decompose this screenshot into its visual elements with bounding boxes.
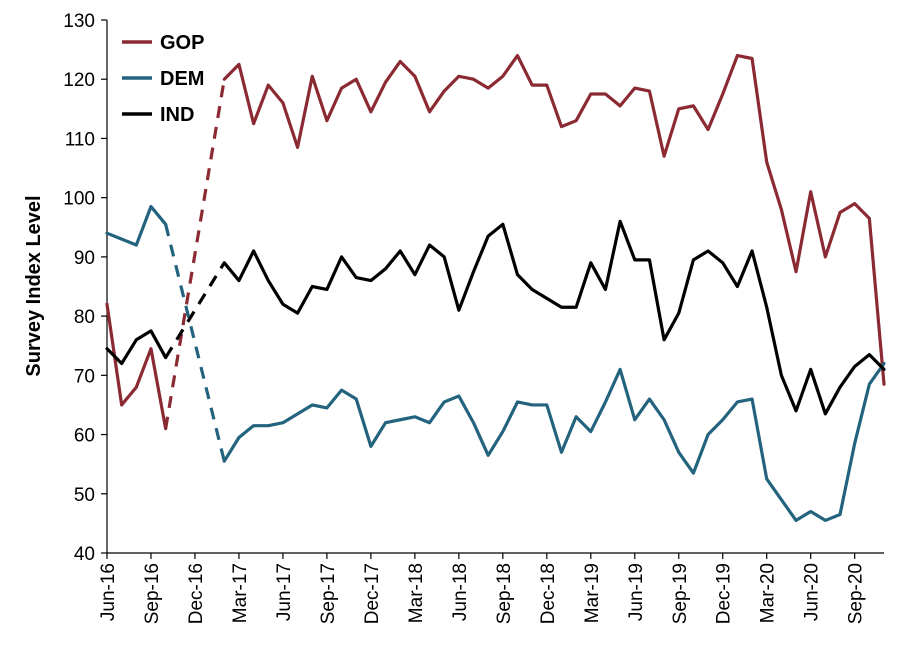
- series-gap-dashed-ind: [164, 261, 226, 359]
- x-tick-label: Jun-18: [450, 563, 471, 621]
- series-ind: [105, 219, 886, 416]
- series-line-dem: [105, 204, 168, 247]
- y-tick-label: 90: [74, 248, 95, 269]
- y-axis-label: Survey Index Level: [23, 195, 45, 376]
- x-tick-label: Mar-20: [758, 563, 779, 623]
- y-tick-label: 40: [74, 544, 95, 565]
- series-layer: [105, 53, 886, 523]
- x-tick-label: Dec-16: [186, 563, 207, 624]
- x-tick-label: Jun-19: [626, 563, 647, 621]
- series-line-ind: [105, 329, 168, 366]
- legend-label-dem: DEM: [160, 68, 204, 90]
- series-line-dem: [222, 361, 886, 523]
- x-tick-label: Dec-18: [538, 563, 559, 624]
- series-gap-dashed-gop: [164, 78, 226, 429]
- legend: GOP DEM IND: [122, 32, 204, 126]
- legend-label-ind: IND: [160, 104, 194, 126]
- x-tick-label: Dec-19: [714, 563, 735, 624]
- y-tick-label: 60: [74, 426, 95, 447]
- x-tick-label: Sep-18: [494, 563, 515, 624]
- series-line-gop: [222, 53, 886, 386]
- x-tick-label: Sep-17: [318, 563, 339, 624]
- y-tick-label: 110: [65, 129, 95, 150]
- legend-label-gop: GOP: [160, 32, 204, 54]
- series-gop: [105, 53, 886, 431]
- axes: 40 50 60 70 80 90 100 110 120 130 Jun-16 Sep-16 Dec-…: [63, 11, 884, 624]
- y-tick-label: 130: [63, 11, 95, 32]
- series-line-gop: [105, 302, 168, 431]
- x-tick-label: Dec-17: [362, 563, 383, 624]
- y-tick-label: 50: [74, 485, 95, 506]
- x-tick-label: Jun-16: [98, 563, 119, 621]
- x-tick-label: Mar-17: [230, 563, 251, 623]
- y-tick-label: 120: [63, 70, 95, 91]
- x-tick-label: Sep-19: [670, 563, 691, 624]
- x-tick-label: Mar-19: [582, 563, 603, 623]
- x-tick-label: Mar-18: [406, 563, 427, 623]
- x-tick-label: Sep-16: [142, 563, 163, 624]
- x-tick-label: Jun-20: [802, 563, 823, 621]
- x-tick-label: Sep-20: [846, 563, 867, 624]
- y-tick-label: 70: [74, 366, 95, 387]
- y-tick-label: 100: [63, 189, 95, 210]
- series-line-ind: [222, 219, 886, 416]
- y-tick-label: 80: [74, 307, 95, 328]
- series-dem: [105, 204, 886, 523]
- x-tick-label: Jun-17: [274, 563, 295, 621]
